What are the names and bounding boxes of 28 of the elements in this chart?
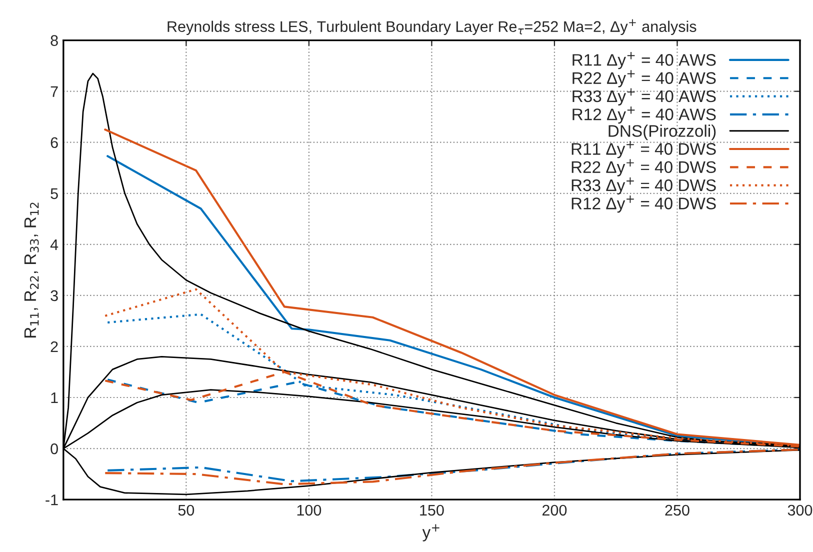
chart-title: Reynolds stress LES, Turbulent Boundary Layer Re$_{τ}$=252 Ma=2, Δy$^{+}$ analysis [168,19,696,36]
y-tick-label: -1 [46,494,58,506]
legend-label: R11 Δy$^{+}$ = 40 AWS [572,52,716,70]
legend-label: R22 Δy$^{+}$ = 40 DWS [572,159,716,176]
y-tick-label: 3 [50,290,58,302]
x-tick-label: 150 [420,504,444,516]
x-tick-label: 300 [788,504,812,516]
x-tick-label: 250 [665,504,690,516]
legend-label: R33 Δy$^{+}$ = 40 AWS [572,88,716,106]
legend-label: R33 Δy$^{+}$ = 40 DWS [572,177,716,194]
legend-label: R12 Δy$^{+}$ = 40 DWS [572,196,716,213]
y-tick-label: 1 [51,392,58,404]
legend-label: R11 Δy$^{+}$ = 40 DWS [572,141,716,158]
x-tick-label: 50 [178,504,194,516]
y-tick-label: 7 [50,86,58,97]
legend-label: R12 Δy$^{+}$ = 40 AWS [572,106,716,124]
y-axis-title: R$_{11}$, R$_{22}$, R$_{33}$, R$_{12}$ [24,202,39,338]
y-tick-label: 2 [50,341,58,352]
y-tick-label: 0 [50,443,58,454]
y-tick-label: 5 [50,188,58,200]
x-axis-title: y$^{+}$ [422,524,440,542]
legend-label: DNS(Pirozzoli) [608,124,716,140]
x-tick-label: 200 [542,504,567,516]
x-tick-label: 100 [297,504,322,516]
y-tick-label: 8 [50,35,58,46]
y-tick-label: 4 [50,239,58,250]
y-tick-label: 6 [50,137,58,148]
legend-label: R22 Δy$^{+}$ = 40 AWS [572,70,716,88]
